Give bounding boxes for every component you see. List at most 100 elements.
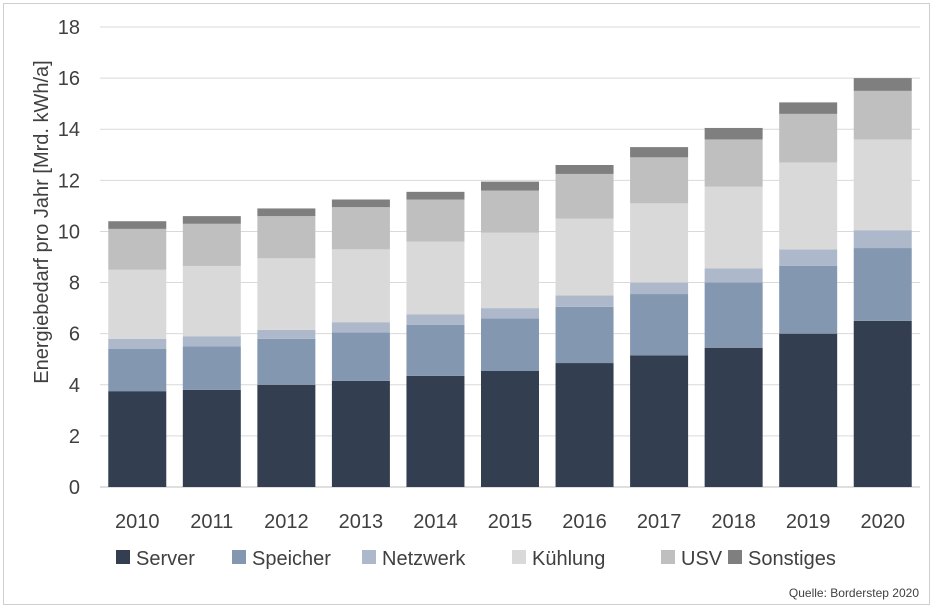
bar-segment [853, 90, 912, 140]
legend-label: Sonstiges [748, 548, 836, 570]
x-tick-label: 2015 [488, 511, 533, 533]
legend-label: Server [136, 548, 195, 570]
legend-swatch [362, 550, 376, 564]
x-tick-label: 2014 [413, 511, 458, 533]
bar-segment [853, 248, 912, 321]
y-tick-label: 6 [69, 324, 80, 346]
bar-segment [108, 269, 167, 339]
bar-segment [853, 78, 912, 91]
chart-frame [3, 3, 930, 605]
bar-segment [704, 268, 763, 283]
bar-segment [481, 190, 539, 233]
x-axis-ticks: 2010 2011 2012 2013 2014 2015 2016 2017 2018 2019… [115, 511, 905, 533]
legend: Server Speicher Netzwerk Kühlung USV Sonstige… [116, 548, 836, 570]
y-tick-label: 10 [58, 221, 80, 243]
bar-segment [555, 173, 614, 219]
y-tick-label: 8 [69, 273, 80, 295]
x-tick-label: 2010 [115, 511, 160, 533]
bar-segment [481, 318, 539, 371]
bar-segment [182, 389, 241, 487]
bar-segment [630, 147, 689, 158]
bar-segment [779, 249, 838, 266]
bar-segment [630, 294, 689, 356]
bar-segment [257, 338, 316, 385]
bar-segment [257, 384, 316, 487]
bar-segment [853, 320, 912, 487]
bar-segment [853, 139, 912, 231]
bar-segment [630, 203, 689, 283]
bar-segment [853, 230, 912, 249]
bar-segment [257, 216, 316, 259]
bar-segment [108, 221, 167, 229]
bar-segment [481, 181, 539, 191]
bar-segment [630, 157, 689, 204]
bar-segment [555, 165, 614, 174]
bar-segment [331, 207, 390, 250]
bar-segment [108, 228, 167, 270]
bar-segment [257, 208, 316, 217]
bar-segment [779, 265, 838, 334]
bar-segment [182, 265, 241, 337]
y-tick-label: 2 [69, 426, 80, 448]
x-tick-label: 2016 [562, 511, 607, 533]
legend-label: Speicher [252, 548, 331, 570]
bar-segment [331, 249, 390, 323]
bar-segment [406, 241, 465, 315]
y-tick-label: 0 [69, 477, 80, 499]
bar-segment [182, 346, 241, 390]
y-tick-label: 18 [58, 17, 80, 39]
bar-segment [779, 333, 838, 487]
bar-segment [406, 191, 465, 200]
x-tick-label: 2017 [637, 511, 682, 533]
bar-segment [257, 258, 316, 330]
x-tick-label: 2012 [264, 511, 309, 533]
legend-swatch [232, 550, 246, 564]
bar-segment [481, 370, 539, 487]
x-tick-label: 2020 [860, 511, 905, 533]
bar-segment [108, 391, 167, 487]
bar-segment [704, 139, 763, 187]
bar-segment [406, 324, 465, 376]
x-tick-label: 2013 [339, 511, 384, 533]
legend-label: USV [681, 548, 723, 570]
bar-segment [704, 127, 763, 140]
bar-segment [630, 282, 689, 295]
bar-segment [331, 199, 390, 208]
bar-segment [257, 329, 316, 339]
y-tick-label: 4 [69, 375, 80, 397]
bar-segment [555, 363, 614, 487]
bar-segment [481, 308, 539, 319]
y-tick-label: 16 [58, 68, 80, 90]
bar-segment [555, 306, 614, 364]
bar-segment [481, 232, 539, 309]
legend-swatch [661, 550, 675, 564]
bar-segment [555, 295, 614, 307]
bar-segment [630, 355, 689, 487]
bar-segment [331, 322, 390, 333]
bar-segment [331, 332, 390, 381]
bar-segment [704, 282, 763, 348]
bar-segment [182, 336, 241, 347]
bar-segment [406, 314, 465, 325]
x-tick-label: 2019 [786, 511, 831, 533]
y-tick-label: 12 [58, 170, 80, 192]
bar-segment [779, 102, 838, 114]
legend-swatch [512, 550, 526, 564]
bar-segment [108, 349, 167, 392]
bars [108, 78, 912, 487]
y-tick-label: 14 [58, 119, 80, 141]
source-note: Quelle: Borderstep 2020 [789, 586, 919, 600]
legend-swatch [728, 550, 742, 564]
bar-segment [182, 223, 241, 266]
legend-swatch [116, 550, 130, 564]
bar-segment [779, 162, 838, 250]
y-axis-title: Energiebedarf pro Jahr [Mrd. kWh/a] [31, 60, 53, 383]
bar-segment [406, 199, 465, 242]
bar-segment [331, 380, 390, 487]
legend-label: Netzwerk [382, 548, 466, 570]
bar-segment [108, 338, 167, 349]
y-axis-ticks: 0 2 4 6 8 10 12 14 16 18 [58, 17, 80, 499]
bar-segment [555, 218, 614, 296]
x-tick-label: 2018 [711, 511, 756, 533]
